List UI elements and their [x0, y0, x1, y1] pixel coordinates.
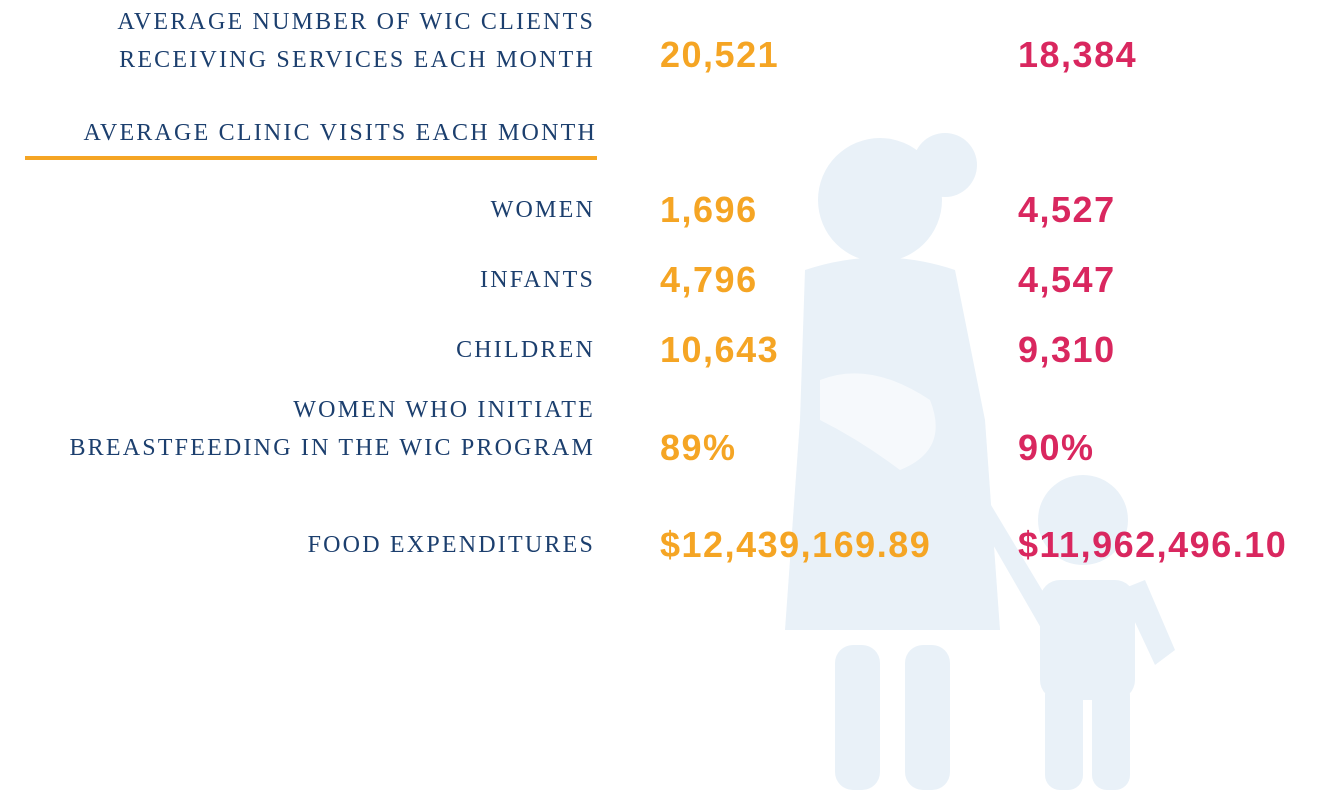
value: 90%: [1018, 427, 1095, 468]
value: 4,796: [660, 259, 758, 300]
value: $11,962,496.10: [1018, 524, 1288, 565]
row-label: WOMEN: [491, 191, 595, 229]
label-line: INFANTS: [480, 267, 595, 293]
row-label: FOOD EXPENDITURES: [308, 526, 595, 564]
value: 4,547: [1018, 259, 1116, 300]
value: 89%: [660, 427, 737, 468]
label-line: CHILDREN: [456, 337, 595, 363]
value: 10,643: [660, 329, 780, 370]
section-header: AVERAGE CLINIC VISITS EACH MONTH: [25, 114, 597, 160]
row-label: WOMEN WHO INITIATE BREASTFEEDING IN THE W…: [69, 391, 595, 467]
value: 20,521: [660, 34, 780, 75]
row-label: CHILDREN: [456, 331, 595, 369]
label-line: AVERAGE NUMBER OF WIC CLIENTS: [117, 9, 595, 35]
label-line: FOOD EXPENDITURES: [307, 532, 595, 558]
label-line: WOMEN WHO INITIATE: [293, 397, 595, 423]
label-line: BREASTFEEDING IN THE WIC PROGRAM: [69, 435, 595, 461]
value: 1,696: [660, 189, 758, 230]
value: 9,310: [1018, 329, 1116, 370]
row-label: AVERAGE NUMBER OF WIC CLIENTS RECEIVING S…: [117, 3, 595, 79]
label-line: RECEIVING SERVICES EACH MONTH: [119, 47, 595, 73]
value: 18,384: [1018, 34, 1138, 75]
value: $12,439,169.89: [660, 524, 932, 565]
row-label: INFANTS: [480, 261, 595, 299]
label-line: WOMEN: [490, 197, 595, 223]
value: 4,527: [1018, 189, 1116, 230]
